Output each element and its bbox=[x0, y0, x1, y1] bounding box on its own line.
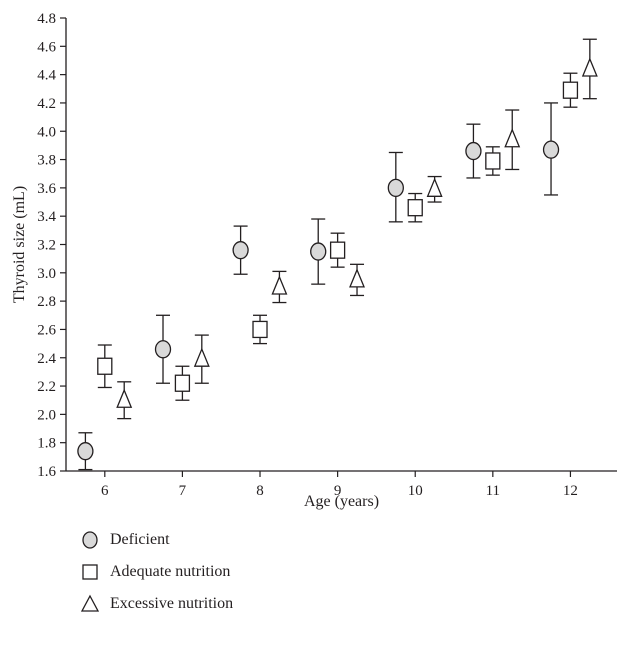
data-point-triangle bbox=[581, 57, 598, 77]
data-point-square bbox=[407, 199, 423, 217]
legend-label-excessive: Excessive nutrition bbox=[110, 595, 234, 612]
legend-label-deficient: Deficient bbox=[110, 531, 170, 548]
square-marker-icon bbox=[82, 564, 98, 580]
axes: 1.6 1.8 2.0 2.2 2.4 2.6 2.8 3.0 3.2 3.4 3.6 3.8 4.0 4… bbox=[37, 11, 617, 499]
data-point-triangle bbox=[271, 275, 288, 295]
x-tick-label: 11 bbox=[486, 483, 500, 499]
y-tick-label: 4.0 bbox=[37, 124, 56, 140]
data-point-triangle bbox=[193, 347, 210, 367]
data-point-triangle bbox=[116, 388, 133, 408]
x-tick-label: 12 bbox=[563, 483, 578, 499]
legend-label-adequate: Adequate nutrition bbox=[110, 563, 231, 580]
scatter-plot: 1.6 1.8 2.0 2.2 2.4 2.6 2.8 3.0 3.2 3.4 3.6 3.8 4.0 4… bbox=[11, 11, 617, 510]
y-tick-label: 4.2 bbox=[37, 96, 56, 112]
data-point-circle bbox=[232, 241, 249, 260]
series-square bbox=[97, 72, 579, 401]
data-point-square bbox=[562, 81, 579, 99]
y-tick-label: 1.8 bbox=[37, 436, 56, 452]
legend-item-deficient: Deficient bbox=[80, 528, 170, 552]
x-tick-label: 9 bbox=[334, 483, 342, 499]
legend-item-excessive: Excessive nutrition bbox=[80, 592, 233, 616]
x-tick-label: 7 bbox=[179, 483, 187, 499]
circle-marker-icon bbox=[82, 531, 98, 549]
y-tick-label: 3.2 bbox=[37, 238, 56, 254]
series-triangle bbox=[116, 38, 598, 420]
data-marks bbox=[77, 38, 598, 471]
y-tick-label: 3.8 bbox=[37, 153, 56, 169]
series-circle bbox=[77, 102, 560, 471]
legend-item-adequate: Adequate nutrition bbox=[80, 560, 230, 584]
y-tick-label: 3.6 bbox=[37, 181, 56, 197]
data-point-circle bbox=[154, 340, 172, 359]
data-point-square bbox=[174, 374, 191, 392]
data-point-circle bbox=[465, 141, 482, 161]
data-point-circle bbox=[542, 140, 560, 159]
y-tick-label: 2.4 bbox=[37, 351, 56, 367]
y-tick-label: 2.8 bbox=[37, 294, 56, 310]
y-tick-label: 1.6 bbox=[37, 464, 56, 480]
y-tick-label: 4.4 bbox=[37, 68, 56, 84]
y-tick-label: 4.6 bbox=[37, 39, 56, 55]
data-point-square bbox=[485, 152, 501, 170]
data-point-triangle bbox=[349, 268, 365, 288]
data-point-circle bbox=[77, 442, 94, 461]
data-point-square bbox=[252, 320, 268, 339]
data-point-square bbox=[329, 241, 346, 259]
x-tick-label: 8 bbox=[256, 483, 264, 499]
x-tick-label: 6 bbox=[101, 483, 109, 499]
x-axis-label: Age (years) bbox=[304, 493, 379, 510]
data-point-square bbox=[97, 357, 113, 375]
data-point-circle bbox=[310, 242, 327, 261]
y-tick-label: 3.4 bbox=[37, 209, 56, 225]
data-point-triangle bbox=[504, 128, 521, 148]
y-tick-label: 2.2 bbox=[37, 379, 56, 395]
data-point-triangle bbox=[426, 177, 443, 197]
y-tick-label: 3.0 bbox=[37, 266, 56, 282]
y-tick-label: 2.0 bbox=[37, 407, 56, 423]
y-axis-label: Thyroid size (mL) bbox=[11, 186, 28, 303]
y-tick-label: 4.8 bbox=[37, 11, 56, 27]
triangle-marker-icon bbox=[80, 594, 100, 612]
y-tick-label: 2.6 bbox=[37, 322, 56, 338]
x-tick-label: 10 bbox=[408, 483, 423, 499]
data-point-circle bbox=[387, 178, 404, 198]
